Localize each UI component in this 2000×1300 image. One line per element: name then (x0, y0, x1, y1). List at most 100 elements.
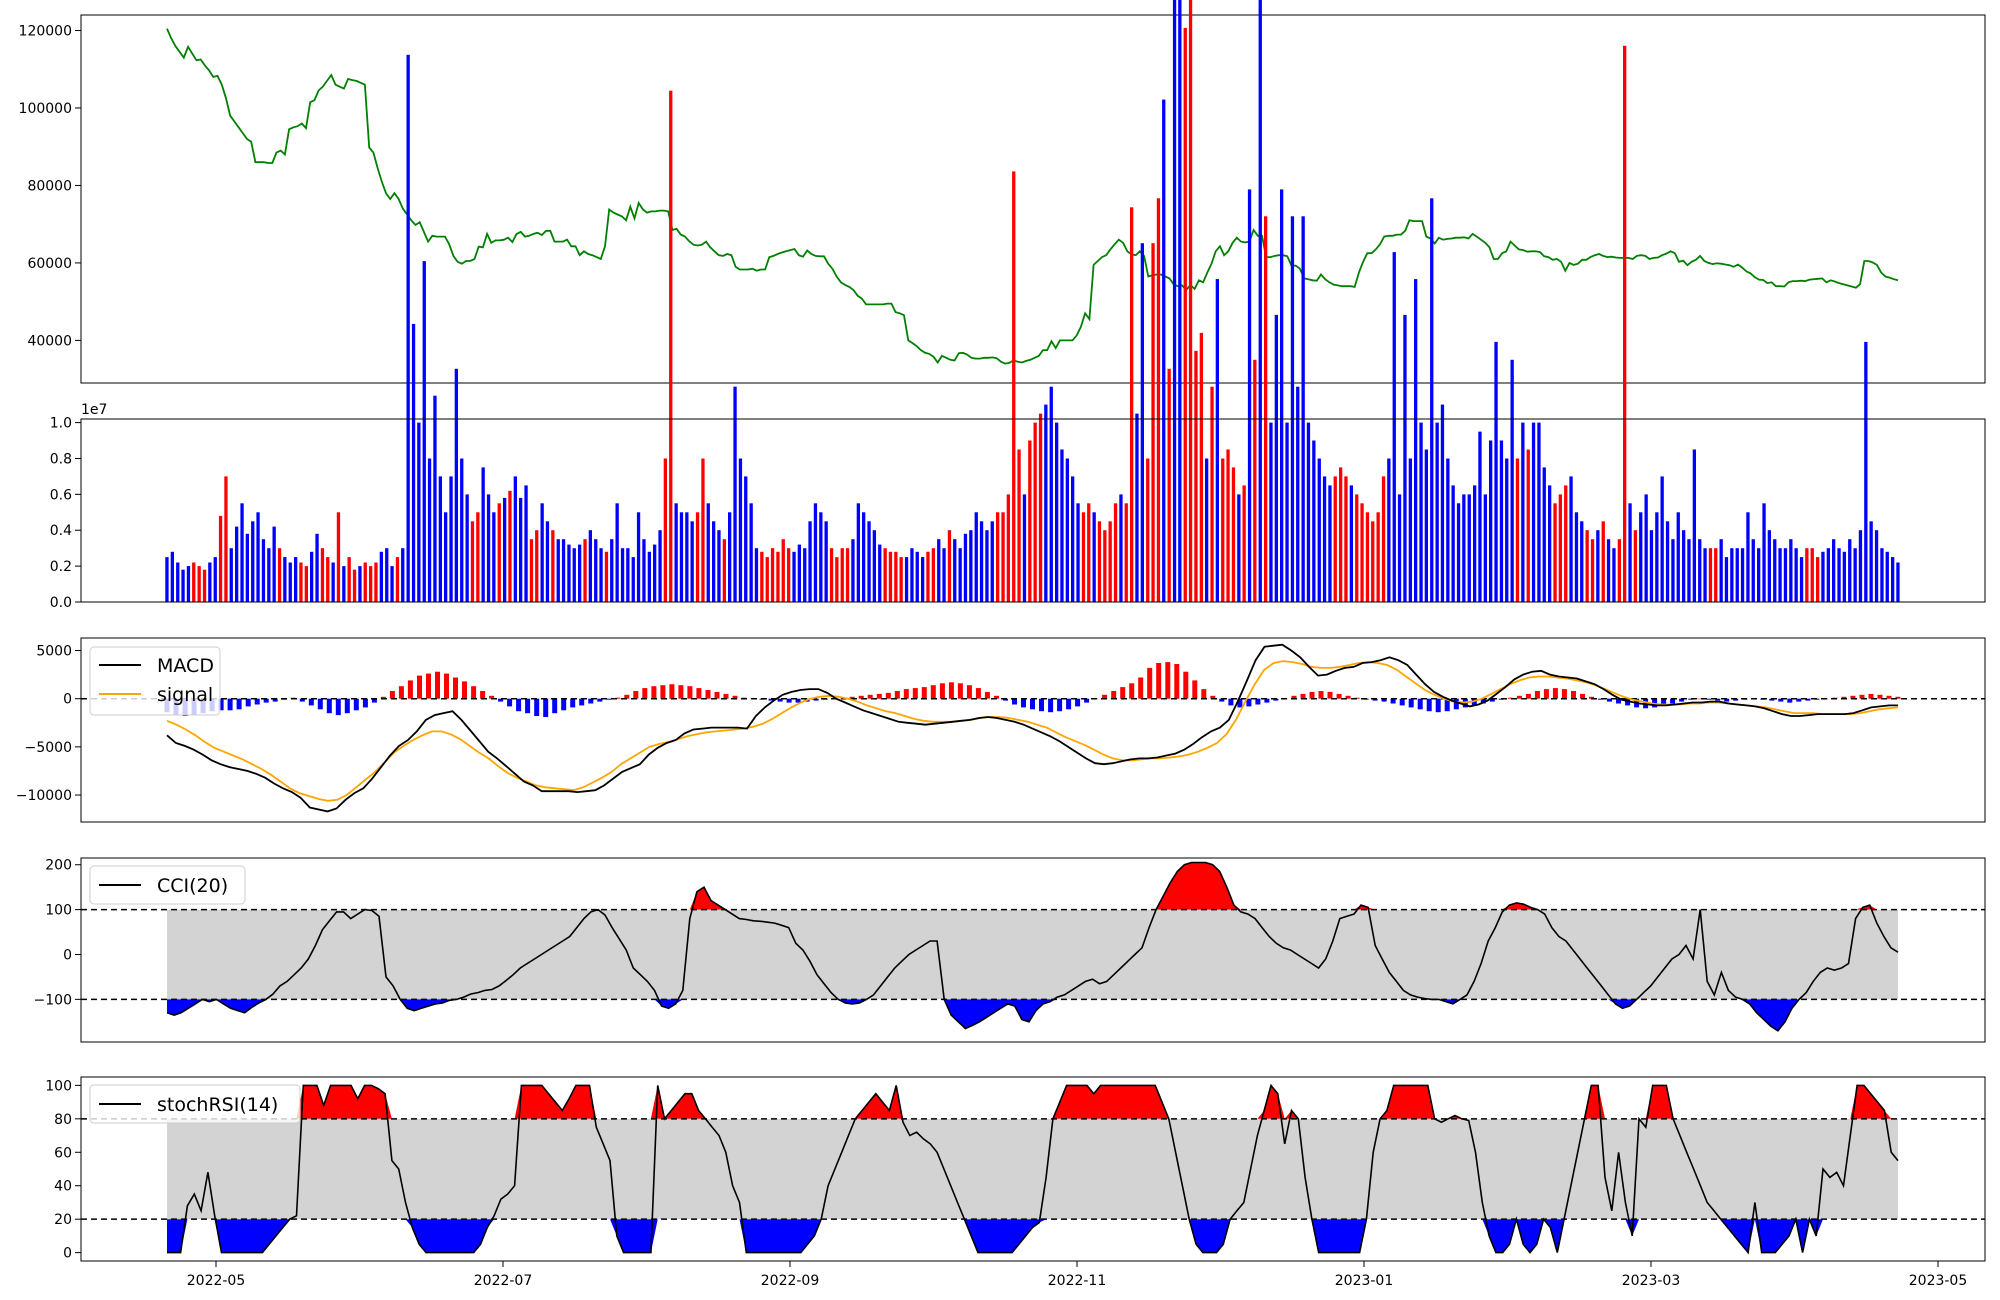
volume-bar (165, 557, 169, 602)
macd-histogram-bar (1561, 689, 1567, 699)
volume-bar (1113, 503, 1118, 602)
volume-bar (1521, 422, 1525, 602)
macd-histogram-bar (1183, 671, 1189, 699)
stochrsi-y-tick-label: 100 (45, 1078, 72, 1094)
volume-bar (1280, 189, 1284, 602)
volume-bar (1296, 386, 1300, 602)
volume-bar (1499, 440, 1504, 602)
volume-bar (454, 368, 458, 602)
volume-bar (1199, 332, 1203, 602)
macd-histogram-bar (1796, 698, 1802, 702)
macd-histogram-bar (299, 698, 305, 702)
volume-bar (797, 544, 801, 602)
volume-bar (1312, 440, 1316, 602)
cci-line (166, 861, 1899, 1032)
macd-histogram-bar (435, 671, 440, 699)
macd-histogram-bar (1697, 698, 1703, 700)
volume-bar (218, 515, 223, 602)
volume-bar (963, 533, 968, 602)
macd-histogram-bar (1264, 698, 1270, 703)
macd-histogram-bar (1318, 691, 1324, 699)
macd-y-ticks: −10000 −5000 0 5000 (16, 644, 81, 804)
macd-histogram-bar (1859, 694, 1865, 699)
volume-bar (192, 562, 196, 602)
macd-histogram-bar (588, 698, 594, 704)
macd-histogram-bar (1895, 696, 1901, 699)
volume-bar (615, 503, 619, 602)
macd-histogram-bar (1327, 691, 1333, 699)
volume-scale-label: 1e7 (81, 402, 107, 418)
volume-bar (969, 530, 973, 602)
volume-bar (1515, 458, 1520, 602)
macd-histogram-bar (245, 698, 251, 707)
volume-bar (942, 548, 946, 602)
macd-histogram-bar (1381, 698, 1387, 702)
volume-bar (1146, 458, 1150, 602)
volume-bar (1188, 0, 1193, 602)
macd-histogram-bar (1408, 698, 1414, 708)
volume-bar (299, 562, 303, 602)
volume-bar (1226, 449, 1230, 602)
volume-bar (1435, 422, 1439, 602)
macd-histogram-bar (1165, 662, 1171, 699)
macd-histogram-bar (317, 698, 323, 710)
macd-histogram-bar (786, 698, 792, 703)
volume-y-tick-label: 0.2 (50, 559, 72, 575)
volume-bar (1162, 99, 1166, 602)
volume-bars (165, 0, 1900, 603)
macd-histogram-bar (705, 690, 711, 699)
price-y-tick-label: 120000 (19, 23, 72, 39)
volume-bar (529, 539, 534, 602)
volume-bar (658, 530, 662, 602)
volume-bar (513, 476, 517, 602)
stochrsi-y-tick-label: 60 (54, 1145, 72, 1161)
macd-histogram-bar (912, 688, 918, 699)
volume-y-tick-label: 0.8 (50, 451, 72, 467)
volume-bar (604, 551, 609, 602)
macd-histogram-bar (1111, 691, 1117, 699)
macd-histogram-bar (1066, 698, 1072, 710)
volume-bar (1242, 485, 1246, 602)
stochrsi-line (167, 1083, 1899, 1255)
volume-bar (1703, 548, 1707, 602)
macd-y-tick-label: −10000 (16, 788, 72, 804)
volume-bar (974, 512, 978, 602)
macd-histogram-bar (1435, 698, 1441, 713)
macd-histogram-bar (371, 698, 377, 703)
macd-histogram-bar (1706, 698, 1712, 700)
volume-bar (787, 548, 791, 602)
volume-bar (1333, 476, 1337, 602)
macd-histogram-bar (1057, 698, 1063, 712)
volume-bar (1001, 512, 1005, 602)
volume-bar (669, 90, 673, 602)
cci-band (167, 909, 1898, 1000)
volume-bar (385, 548, 389, 602)
cci-y-tick-label: 100 (45, 903, 72, 919)
stochrsi-panel: 0 20 40 60 80 100 stochRSI(14) (45, 1076, 1986, 1262)
volume-bar (331, 562, 335, 602)
macd-histogram-bar (335, 698, 341, 716)
volume-bar (213, 557, 217, 602)
volume-bar (690, 521, 694, 602)
macd-histogram-bar (1309, 691, 1315, 699)
volume-bar (1510, 359, 1514, 602)
x-tick-label: 2023-03 (1622, 1273, 1681, 1289)
macd-histogram-bar (254, 698, 260, 705)
volume-y-ticks: 0.0 0.2 0.4 0.6 0.8 1.0 (50, 416, 81, 611)
macd-histogram-bar (552, 698, 558, 714)
volume-bar (1172, 0, 1177, 603)
price-panel: 40000 60000 80000 100000 120000 (19, 14, 1986, 384)
volume-bar (363, 562, 367, 602)
macd-histogram-bar (1255, 698, 1261, 705)
volume-bar (1322, 476, 1327, 602)
volume-bar (1247, 189, 1252, 602)
macd-histogram-bar (1778, 698, 1784, 702)
volume-bar (208, 562, 212, 602)
volume-bar (728, 512, 732, 602)
volume-bar (1676, 512, 1680, 602)
macd-histogram-bar (489, 695, 495, 699)
volume-bar (840, 548, 844, 602)
volume-bar (851, 539, 855, 602)
macd-histogram-bar (876, 693, 882, 699)
signal-legend-label: signal (157, 684, 213, 706)
